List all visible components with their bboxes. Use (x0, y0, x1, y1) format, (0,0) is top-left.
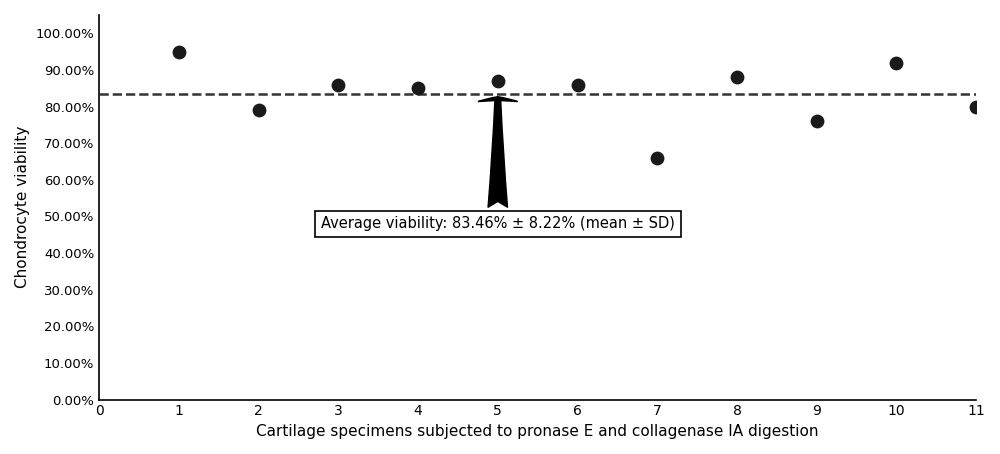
Point (968, 103, 984, 110)
Point (729, 74, 745, 81)
Text: Average viability: 83.46% ± 8.22% (mean ± SD): Average viability: 83.46% ± 8.22% (mean … (321, 97, 675, 232)
Point (330, 81, 346, 88)
Point (171, 48, 187, 55)
X-axis label: Cartilage specimens subjected to pronase E and collagenase IA digestion: Cartilage specimens subjected to pronase… (256, 424, 819, 439)
Point (809, 118, 825, 125)
Point (410, 84, 426, 92)
Point (570, 81, 586, 88)
Point (649, 154, 665, 162)
Point (888, 59, 904, 66)
Point (490, 77, 506, 84)
Point (251, 107, 267, 114)
Y-axis label: Chondrocyte viability: Chondrocyte viability (15, 126, 30, 288)
